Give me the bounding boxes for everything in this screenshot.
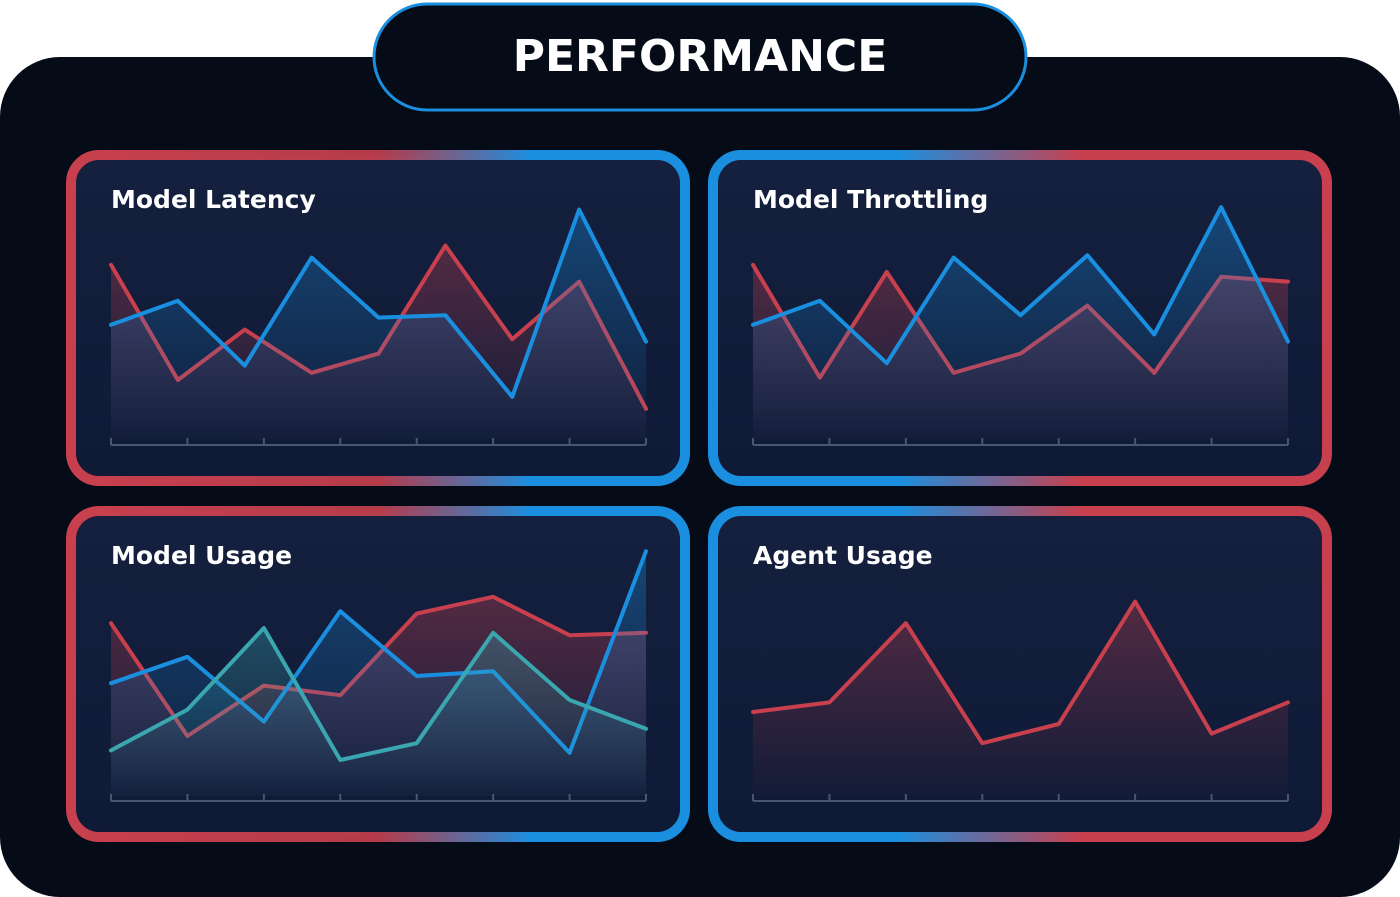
header-pill — [372, 2, 1028, 112]
series-line — [109, 207, 648, 399]
header-title: PERFORMANCE — [513, 31, 888, 82]
chart-title: Agent Usage — [753, 541, 933, 570]
chart-title: Model Usage — [111, 541, 292, 570]
series-area — [111, 209, 646, 440]
series-area — [753, 601, 1288, 796]
series-area — [111, 628, 646, 796]
series-line — [751, 599, 1290, 746]
series-line — [109, 626, 648, 762]
series-line — [751, 205, 1290, 366]
chart-title: Model Throttling — [753, 185, 988, 214]
series-area — [753, 207, 1288, 440]
chart-title: Model Latency — [111, 185, 316, 214]
